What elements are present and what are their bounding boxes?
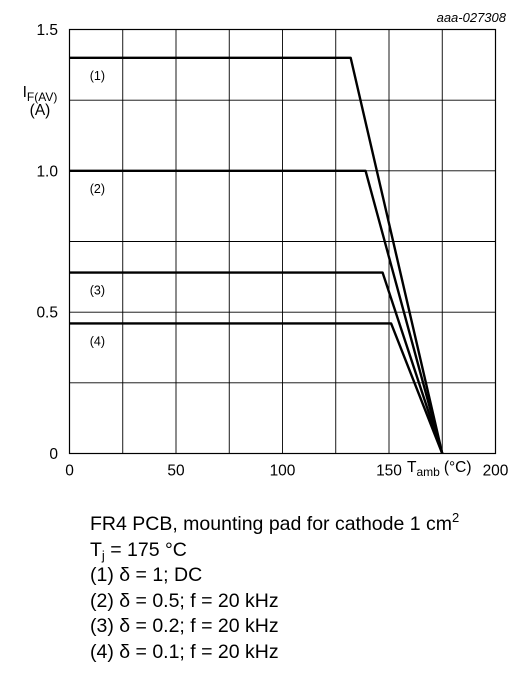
series-label-4: (4): [90, 334, 105, 348]
caption-item: (3) δ = 0.2; f = 20 kHz: [90, 615, 279, 637]
y-tick-label: 0.5: [36, 305, 58, 322]
caption-line-pcb: FR4 PCB, mounting pad for cathode 1 cm2: [90, 510, 460, 535]
caption-line-tj: Tj = 175 °C: [90, 538, 187, 563]
y-axis-label: IF(AV): [23, 84, 58, 104]
x-tick-label: 0: [65, 463, 74, 480]
figure-id: aaa-027308: [437, 10, 507, 25]
series-group: [69, 56, 444, 454]
plot-frame: [68, 28, 497, 455]
x-axis-ticks: 0 50 100 150 200: [65, 463, 509, 480]
x-tick-label: 150: [376, 463, 402, 480]
derating-chart: aaa-027308 0 50 100 150 200 0 0.5 1.0 1.5 (1) (2…: [23, 10, 509, 480]
series-line-1: [69, 56, 444, 454]
caption-item: (1) δ = 1; DC: [90, 564, 203, 586]
series-line-2: [69, 169, 444, 454]
y-tick-label: 1.5: [36, 22, 58, 39]
y-tick-label: 1.0: [36, 163, 58, 180]
series-label-3: (3): [90, 284, 105, 298]
x-tick-label: 50: [167, 463, 185, 480]
grid: [69, 29, 496, 454]
y-axis-ticks: 0 0.5 1.0 1.5: [36, 22, 58, 463]
series-labels: (1) (2) (3) (4): [90, 69, 105, 349]
series-line-4: [69, 322, 444, 454]
x-tick-label: 200: [483, 463, 509, 480]
series-label-2: (2): [90, 182, 105, 196]
y-axis-unit: (A): [30, 102, 51, 119]
y-tick-label: 0: [49, 446, 58, 463]
caption-item: (2) δ = 0.5; f = 20 kHz: [90, 589, 279, 612]
series-label-1: (1): [90, 69, 105, 83]
caption-item: (4) δ = 0.1; f = 20 kHz: [90, 640, 279, 663]
series-line-3: [69, 271, 444, 454]
x-tick-label: 100: [270, 463, 296, 480]
x-axis-label: Tamb (°C): [407, 459, 472, 479]
caption: FR4 PCB, mounting pad for cathode 1 cm2 …: [90, 510, 460, 665]
